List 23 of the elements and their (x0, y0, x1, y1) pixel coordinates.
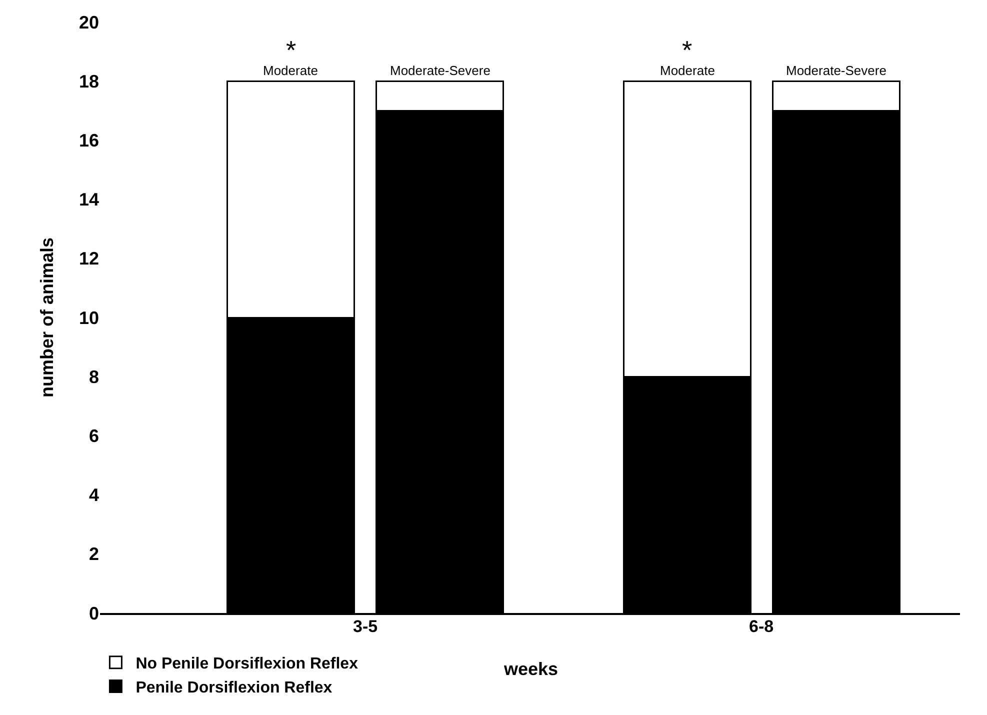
y-tick-label: 16 (78, 130, 99, 150)
y-tick-label: 18 (78, 71, 99, 92)
annotation: * (682, 35, 692, 65)
y-tick-label: 10 (78, 308, 99, 328)
y-tick-label: 12 (78, 248, 99, 269)
x-tick-label: Moderate (660, 63, 715, 78)
text: 3-5 (353, 617, 378, 636)
annotation: * (286, 35, 296, 65)
legend-label: Penile Dorsiflexion Reflex (136, 679, 332, 696)
x-tick-label: Moderate-Severe (786, 63, 886, 78)
y-tick-label: 6 (88, 426, 99, 446)
y-tick-label: 4 (88, 485, 99, 506)
y-axis-title: number of animals (37, 237, 58, 398)
x-tick-label: Moderate-Severe (390, 63, 490, 78)
x-axis-title: weeks (503, 659, 558, 679)
text: 6-8 (749, 617, 774, 636)
y-tick-label: 14 (78, 190, 99, 210)
y-tick-label: 8 (88, 366, 99, 387)
legend-label: No Penile Dorsiflexion Reflex (136, 656, 358, 673)
y-tick-label: 20 (78, 12, 99, 32)
y-tick-label: 0 (88, 603, 99, 624)
x-tick-label: Moderate (263, 63, 318, 78)
y-tick-label: 2 (88, 544, 99, 564)
